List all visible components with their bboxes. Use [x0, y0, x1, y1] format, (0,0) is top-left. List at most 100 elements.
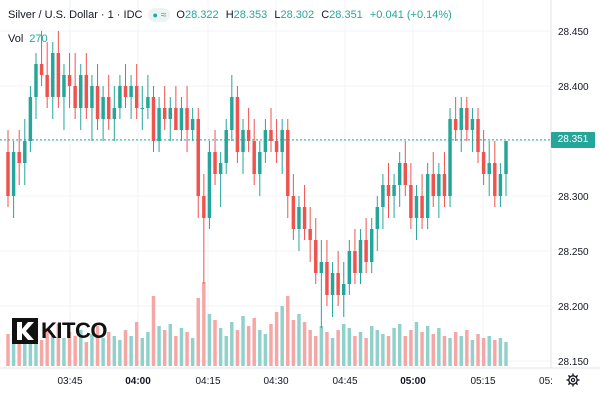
settings-button[interactable]: [564, 371, 582, 389]
volume-bar: [45, 328, 49, 366]
volume-value: 270: [29, 33, 48, 45]
candle-body: [319, 262, 324, 273]
candle-body: [230, 97, 234, 130]
candle-body: [498, 174, 503, 196]
volume-bar: [190, 338, 195, 366]
volume-bar: [23, 326, 27, 366]
candle-body: [280, 130, 284, 152]
candle-body: [392, 185, 396, 196]
candle-body: [420, 196, 424, 218]
volume-bar: [84, 342, 89, 366]
time-tick-label: 05:00: [400, 376, 426, 387]
candle-body: [11, 152, 16, 196]
volume-bar: [286, 296, 290, 366]
candle-body: [90, 86, 94, 108]
volume-bar: [487, 336, 491, 366]
status-dot-icon: ●: [152, 10, 158, 20]
candle-body: [459, 108, 463, 130]
price-tick-label: 28.300: [558, 192, 589, 203]
price-tick-label: 28.150: [558, 357, 589, 368]
volume-bar: [341, 324, 346, 366]
volume-bar: [291, 320, 296, 366]
volume-bar: [51, 336, 55, 366]
time-axis[interactable]: 03:45 04:00 04:15 04:30 04:45 05:00 05:15 05:: [57, 376, 552, 387]
candle-body: [397, 163, 402, 185]
candle-body: [151, 97, 156, 141]
candle-body: [274, 141, 279, 152]
candle-body: [291, 196, 296, 229]
volume-bar: [459, 336, 463, 366]
candle-body: [453, 119, 458, 130]
candle-body: [353, 251, 357, 273]
time-tick-label: 04:00: [125, 376, 151, 387]
symbol-title[interactable]: Silver / U.S. Dollar · 1 · IDC: [8, 9, 143, 21]
candle-body: [224, 130, 228, 163]
grid-lines: [0, 0, 551, 368]
volume-bar: [179, 328, 184, 366]
candle-body: [190, 119, 195, 130]
kitco-logo: KITCO: [12, 318, 107, 344]
candle-body: [62, 75, 66, 97]
candle-body: [218, 163, 223, 174]
candle-body: [442, 174, 447, 196]
volume-bar: [476, 334, 480, 366]
volume-bar: [353, 336, 357, 366]
kitco-logo-text: KITCO: [41, 318, 107, 343]
price-axis[interactable]: 28.45028.40028.35028.30028.25028.20028.1…: [558, 27, 589, 368]
volume-bar: [79, 330, 83, 366]
candle-body: [386, 185, 391, 196]
volume-bar: [112, 336, 117, 366]
volume-bar: [6, 334, 10, 366]
volume-bar: [465, 330, 469, 366]
volume-bar: [252, 318, 256, 366]
volume-bar: [202, 282, 206, 366]
volume-bar: [90, 334, 94, 366]
volume-bar: [431, 334, 435, 366]
candle-body: [263, 130, 268, 152]
volume-bar: [174, 336, 178, 366]
volume-bar: [420, 332, 424, 366]
volume-bar: [481, 338, 486, 366]
candle-body: [476, 119, 480, 152]
price-tick-label: 28.250: [558, 247, 589, 258]
volume-bar: [140, 338, 145, 366]
chart-header: Silver / U.S. Dollar · 1 · IDC ● ≈ O28.3…: [8, 8, 456, 22]
candle-body: [381, 185, 385, 207]
candle-body: [246, 130, 251, 141]
volume-bar: [414, 322, 419, 366]
volume-bar: [39, 340, 44, 366]
volume-bar: [11, 338, 16, 366]
candle-body: [504, 141, 508, 174]
volume-bar: [358, 332, 363, 366]
candle-body: [481, 152, 486, 174]
volume-bar: [157, 326, 161, 366]
volume-bars: [6, 282, 508, 366]
open-value: 28.322: [184, 9, 219, 21]
candle-body: [207, 152, 212, 218]
time-tick-label: 04:15: [195, 376, 220, 387]
volume-bar: [442, 336, 447, 366]
candle-body: [84, 75, 89, 108]
volume-bar: [151, 296, 156, 366]
volume-bar: [118, 340, 122, 366]
candle-body: [358, 240, 363, 273]
ohlc-values: O28.322 H28.353 L28.302 C28.351 +0.041 (…: [176, 9, 455, 21]
volume-bar: [134, 322, 139, 366]
volume-bar: [269, 324, 273, 366]
volume-bar: [392, 328, 396, 366]
candle-body: [341, 284, 346, 295]
candle-body: [118, 86, 122, 108]
volume-bar: [101, 338, 105, 366]
high-label: H: [225, 9, 234, 21]
candle-body: [73, 86, 77, 108]
volume-legend: Vol 270: [8, 33, 48, 45]
volume-bar: [17, 330, 21, 366]
candle-body: [140, 108, 145, 109]
low-value: 28.302: [280, 9, 315, 21]
volume-bar: [235, 330, 240, 366]
candle-body: [493, 163, 497, 196]
candle-body: [196, 119, 200, 196]
volume-bar: [207, 314, 212, 366]
market-status-badge[interactable]: ● ≈: [148, 8, 171, 22]
